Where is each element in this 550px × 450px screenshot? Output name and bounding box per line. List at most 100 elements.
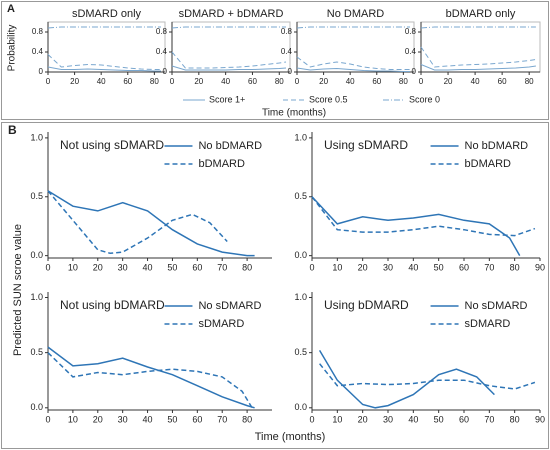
- chart-title: Using bDMARD: [324, 298, 409, 312]
- chart-title: bDMARD only: [446, 8, 516, 20]
- legend-label: No bDMARD: [198, 140, 262, 152]
- y-tick-label: 1.0: [30, 132, 43, 142]
- x-tick-label: 80: [275, 77, 284, 86]
- series-line: [420, 26, 536, 29]
- plot-frame: [47, 21, 166, 73]
- x-tick-label: 20: [358, 414, 368, 424]
- legend-label: No sDMARD: [198, 300, 261, 312]
- series-line: [47, 66, 161, 72]
- y-tick-label: 0.8: [156, 27, 168, 36]
- x-tick-label: 60: [459, 414, 469, 424]
- chart-title: Not using sDMARD: [60, 138, 164, 152]
- x-tick-label: 20: [194, 77, 203, 86]
- series-line: [420, 46, 536, 68]
- y-tick-label: 0.5: [30, 347, 43, 357]
- y-tick-label: 1.0: [294, 292, 307, 302]
- y-tick-label: 0.0: [30, 250, 43, 260]
- x-tick-label: 60: [372, 77, 381, 86]
- series-line: [47, 54, 161, 70]
- x-tick-label: 90: [535, 262, 545, 272]
- x-tick-label: 20: [358, 262, 368, 272]
- x-tick-label: 80: [510, 262, 520, 272]
- x-tick-label: 40: [346, 77, 355, 86]
- x-tick-label: 80: [242, 262, 252, 272]
- series-line: [47, 26, 161, 29]
- plot-frame: [171, 21, 291, 73]
- x-tick-label: 60: [192, 414, 202, 424]
- x-tick-label: 70: [217, 262, 227, 272]
- plot-frame: [296, 21, 415, 73]
- x-tick-label: 80: [399, 77, 408, 86]
- x-tick-label: 80: [150, 77, 159, 86]
- x-axis-label: Time (months): [262, 108, 326, 119]
- x-tick-label: 20: [319, 77, 328, 86]
- y-tick-label: 0: [288, 67, 293, 76]
- y-tick-label: 0.0: [30, 402, 43, 412]
- y-tick-label: 0.0: [294, 250, 307, 260]
- y-tick-label: 0.5: [294, 347, 307, 357]
- y-tick-label: 0.0: [294, 402, 307, 412]
- panel-label: B: [8, 123, 17, 137]
- y-tick-label: 0.5: [30, 191, 43, 201]
- x-tick-label: 30: [383, 414, 393, 424]
- y-tick-label: 0.4: [156, 47, 168, 56]
- series-line: [420, 64, 536, 71]
- x-tick-label: 70: [484, 262, 494, 272]
- x-tick-label: 50: [434, 262, 444, 272]
- x-tick-label: 80: [510, 414, 520, 424]
- x-tick-label: 0: [170, 77, 175, 86]
- x-tick-label: 40: [408, 414, 418, 424]
- legend-label: Score 0.5: [309, 94, 348, 104]
- series-line: [47, 190, 255, 257]
- x-tick-label: 40: [408, 262, 418, 272]
- chart-title: sDMARD + bDMARD: [179, 8, 284, 20]
- x-tick-label: 50: [434, 414, 444, 424]
- series-line: [296, 26, 410, 29]
- x-tick-label: 0: [45, 262, 50, 272]
- x-tick-label: 60: [123, 77, 132, 86]
- legend-label: No sDMARD: [465, 300, 528, 312]
- x-tick-label: 30: [118, 262, 128, 272]
- series-line: [47, 190, 228, 255]
- y-axis-label: Probability: [7, 25, 18, 72]
- chart-title: Using sDMARD: [324, 138, 408, 152]
- x-tick-label: 0: [46, 77, 51, 86]
- series-line: [296, 56, 410, 70]
- x-tick-label: 0: [45, 414, 50, 424]
- x-tick-label: 40: [471, 77, 480, 86]
- x-tick-label: 60: [459, 262, 469, 272]
- y-tick-label: 0: [412, 67, 417, 76]
- legend-label: Score 0: [409, 94, 440, 104]
- x-tick-label: 20: [70, 77, 79, 86]
- x-tick-label: 20: [93, 414, 103, 424]
- x-tick-label: 30: [118, 414, 128, 424]
- x-tick-label: 40: [97, 77, 106, 86]
- series-line: [171, 65, 287, 71]
- panel-a-frame: [1, 1, 549, 120]
- x-tick-label: 60: [248, 77, 257, 86]
- x-tick-label: 60: [498, 77, 507, 86]
- y-tick-label: 0: [163, 67, 168, 76]
- legend-label: bDMARD: [465, 158, 512, 170]
- legend-label: bDMARD: [198, 158, 245, 170]
- x-tick-label: 40: [221, 77, 230, 86]
- y-tick-label: 0: [39, 67, 44, 76]
- series-line: [311, 196, 521, 256]
- y-tick-label: 0.8: [281, 27, 293, 36]
- y-tick-label: 1.0: [294, 132, 307, 142]
- x-tick-label: 0: [309, 262, 314, 272]
- plot-frame: [420, 21, 541, 73]
- x-tick-label: 20: [93, 262, 103, 272]
- y-tick-label: 0.4: [281, 47, 293, 56]
- x-tick-label: 10: [332, 262, 342, 272]
- chart-title: sDMARD only: [72, 8, 142, 20]
- x-axis-label: Time (months): [255, 431, 326, 443]
- legend-label: sDMARD: [465, 318, 511, 330]
- y-tick-label: 0.4: [405, 47, 417, 56]
- y-tick-label: 0.8: [32, 27, 44, 36]
- x-tick-label: 10: [332, 414, 342, 424]
- x-tick-label: 40: [143, 414, 153, 424]
- y-tick-label: 1.0: [30, 292, 43, 302]
- series-line: [319, 363, 536, 390]
- x-tick-label: 10: [68, 414, 78, 424]
